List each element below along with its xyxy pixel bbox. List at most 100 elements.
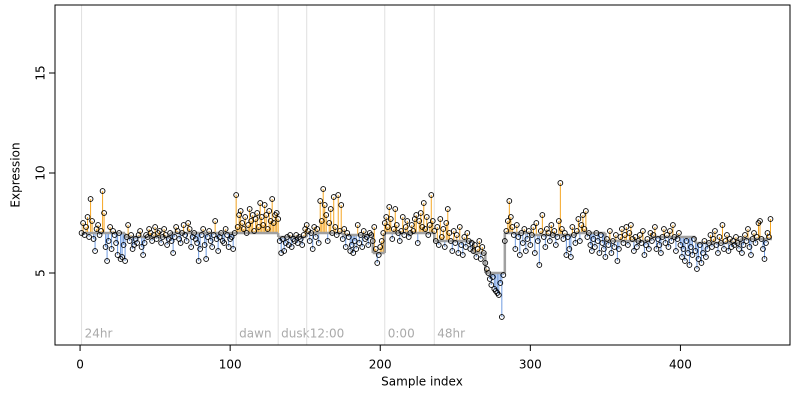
point xyxy=(101,210,107,216)
point xyxy=(392,206,399,212)
point xyxy=(321,202,328,208)
point xyxy=(444,206,451,212)
point xyxy=(504,218,511,224)
point xyxy=(667,228,673,234)
point xyxy=(703,254,709,260)
point xyxy=(640,228,646,234)
point xyxy=(318,218,325,224)
point xyxy=(323,212,330,218)
point xyxy=(330,194,337,200)
point xyxy=(306,238,313,244)
point xyxy=(288,244,295,250)
point xyxy=(170,250,176,256)
point xyxy=(461,234,468,240)
point xyxy=(230,246,237,252)
point xyxy=(455,250,462,256)
marker-label: 12:00 xyxy=(310,327,345,341)
point xyxy=(368,232,375,238)
point xyxy=(547,238,553,244)
y-tick-label: 10 xyxy=(34,165,48,180)
point xyxy=(390,226,397,232)
point xyxy=(471,242,478,248)
point xyxy=(239,220,246,226)
point xyxy=(120,242,127,248)
point xyxy=(341,226,348,232)
point xyxy=(458,242,465,248)
point xyxy=(604,236,610,242)
point xyxy=(333,232,340,238)
point xyxy=(183,238,190,244)
point xyxy=(598,232,604,238)
point xyxy=(480,250,487,256)
point xyxy=(303,222,310,228)
point xyxy=(495,292,502,298)
point xyxy=(350,250,357,256)
x-tick-label: 200 xyxy=(369,358,392,372)
point xyxy=(300,232,307,238)
point xyxy=(474,246,481,252)
point xyxy=(619,226,625,232)
point xyxy=(563,252,570,258)
point xyxy=(592,244,598,250)
point xyxy=(613,232,619,238)
point xyxy=(525,228,532,234)
point xyxy=(653,246,660,252)
point xyxy=(99,188,106,194)
point xyxy=(737,236,744,242)
point xyxy=(125,222,131,228)
point xyxy=(531,250,538,256)
point xyxy=(374,260,381,266)
point xyxy=(218,230,225,236)
point xyxy=(581,226,588,232)
point xyxy=(716,234,723,240)
point xyxy=(590,236,597,242)
point xyxy=(335,192,342,198)
point xyxy=(126,238,133,244)
point xyxy=(447,238,454,244)
point xyxy=(111,232,118,238)
point xyxy=(749,236,756,242)
point xyxy=(393,222,400,228)
point xyxy=(655,236,661,242)
point xyxy=(386,204,393,210)
point xyxy=(616,246,622,252)
point xyxy=(662,240,669,246)
point xyxy=(251,228,258,234)
point xyxy=(185,220,191,226)
point xyxy=(377,244,384,250)
point xyxy=(479,244,486,250)
point xyxy=(438,234,445,240)
point xyxy=(761,256,768,262)
point xyxy=(156,228,163,234)
point xyxy=(240,226,247,232)
point xyxy=(158,240,164,246)
point xyxy=(231,230,238,236)
point xyxy=(767,216,774,222)
point xyxy=(664,232,670,238)
point xyxy=(566,246,573,252)
point xyxy=(426,222,433,228)
point xyxy=(359,244,366,250)
point xyxy=(757,218,763,224)
point xyxy=(86,234,92,240)
point xyxy=(533,220,540,226)
point xyxy=(195,258,202,264)
point xyxy=(138,244,145,250)
point xyxy=(751,230,757,236)
point xyxy=(509,224,516,230)
point xyxy=(420,200,427,206)
point xyxy=(410,228,417,234)
point xyxy=(339,236,346,242)
point xyxy=(748,252,754,258)
point xyxy=(553,242,559,248)
point xyxy=(586,230,592,236)
point xyxy=(206,228,212,234)
point xyxy=(733,234,739,240)
point xyxy=(116,230,122,236)
point xyxy=(685,250,691,256)
point xyxy=(264,226,271,232)
point xyxy=(257,200,264,206)
point xyxy=(449,248,456,254)
point xyxy=(90,236,97,242)
point xyxy=(539,212,546,218)
